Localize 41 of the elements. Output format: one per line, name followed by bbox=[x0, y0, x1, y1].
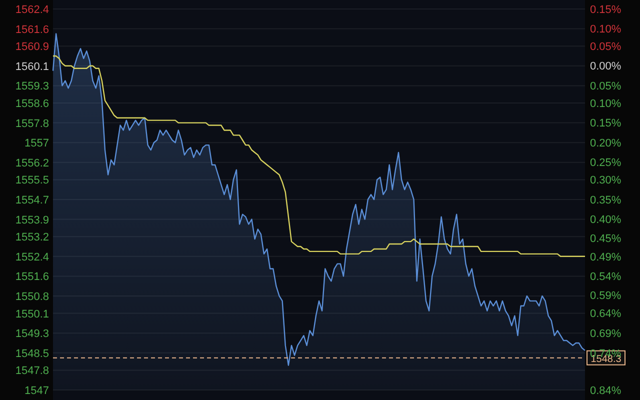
y-tick-label: 1547 bbox=[24, 385, 49, 397]
y-tick-label: 1550.8 bbox=[15, 290, 49, 303]
y2-tick-label: 0.69% bbox=[590, 328, 622, 340]
y-tick-label: 1562.4 bbox=[15, 4, 49, 16]
y-tick-label: 1561.6 bbox=[15, 24, 49, 36]
y2-tick-label: 0.10% bbox=[590, 98, 622, 110]
y-tick-label: 1555.5 bbox=[15, 174, 49, 187]
y-tick-label: 1551.6 bbox=[15, 271, 49, 284]
y-tick-label: 1550.1 bbox=[15, 308, 49, 320]
y-tick-label: 1552.4 bbox=[15, 251, 49, 264]
y-tick-label: 1548.5 bbox=[15, 348, 49, 360]
y2-tick-label: 0.49% bbox=[590, 251, 622, 264]
y2-tick-label: 0.25% bbox=[590, 157, 622, 170]
y2-tick-label: 0.05% bbox=[590, 41, 622, 54]
y2-tick-label: 0.54% bbox=[590, 271, 622, 284]
y-tick-label: 1556.2 bbox=[15, 157, 49, 170]
y2-tick-label: 0.30% bbox=[590, 174, 622, 187]
y2-tick-label: 0.00% bbox=[590, 60, 622, 73]
y-tick-label: 1554.7 bbox=[15, 194, 49, 206]
y-tick-label: 1557.8 bbox=[15, 118, 49, 130]
y2-tick-label: 0.35% bbox=[590, 194, 622, 206]
y2-tick-label: 0.15% bbox=[590, 117, 622, 130]
y-tick-label: 1557 bbox=[24, 138, 49, 150]
y2-tick-label: 0.84% bbox=[590, 385, 622, 397]
y-tick-label: 1560.9 bbox=[15, 41, 49, 54]
y2-tick-label: 0.64% bbox=[590, 308, 622, 320]
y-tick-label: 1547.8 bbox=[15, 365, 49, 378]
y-tick-label: 1559.3 bbox=[15, 80, 49, 93]
y-tick-label: 1553.2 bbox=[15, 232, 49, 244]
y-tick-label: 1553.9 bbox=[15, 214, 49, 226]
y2-tick-label: 0.15% bbox=[590, 4, 622, 16]
y-tick-label: 1549.3 bbox=[15, 328, 49, 340]
y2-tick-label: 0.59% bbox=[590, 290, 622, 302]
y2-tick-label: 0.45% bbox=[590, 232, 622, 245]
y-tick-label: 1558.6 bbox=[15, 98, 49, 110]
y2-tick-label: 0.20% bbox=[590, 138, 622, 150]
y2-tick-label: 0.40% bbox=[590, 214, 622, 226]
y2-tick-label: 0.05% bbox=[590, 80, 622, 92]
y-tick-label: 1560.1 bbox=[15, 60, 49, 73]
y2-tick-label: 0.10% bbox=[590, 24, 622, 36]
line-series bbox=[52, 55, 586, 258]
